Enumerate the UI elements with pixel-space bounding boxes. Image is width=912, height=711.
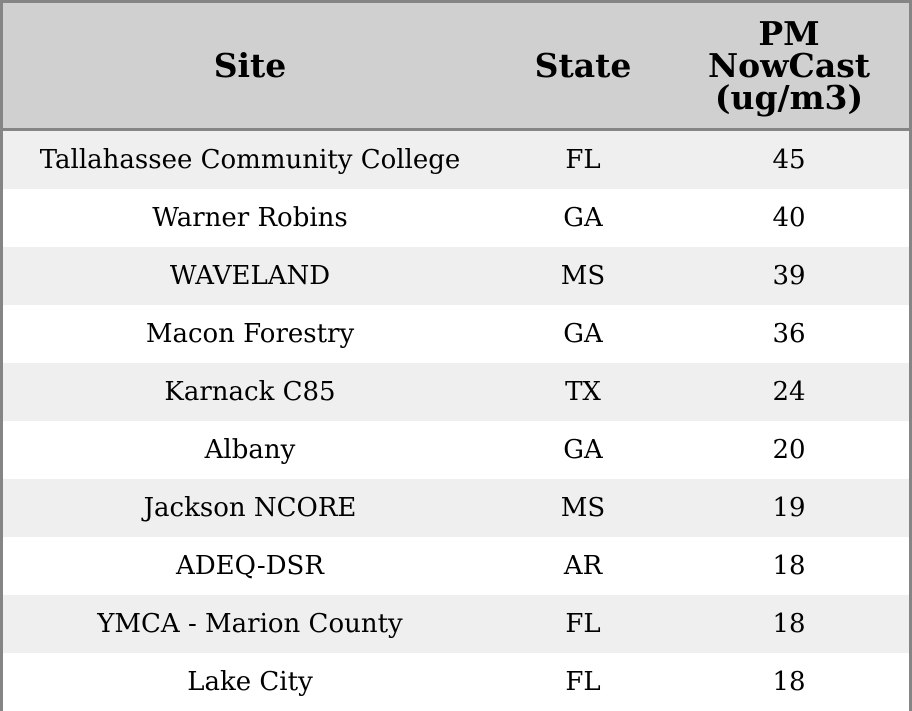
cell-site: Karnack C85 <box>3 363 497 421</box>
table-row: Karnack C85 TX 24 <box>3 363 909 421</box>
cell-state: GA <box>497 189 669 247</box>
table-row: Jackson NCORE MS 19 <box>3 479 909 537</box>
table-row: Warner Robins GA 40 <box>3 189 909 247</box>
cell-site: Albany <box>3 421 497 479</box>
table-row: YMCA - Marion County FL 18 <box>3 595 909 653</box>
cell-state: GA <box>497 421 669 479</box>
cell-state: TX <box>497 363 669 421</box>
cell-pm-nowcast: 40 <box>669 189 909 247</box>
cell-site: Tallahassee Community College <box>3 129 497 189</box>
table-row: ADEQ-DSR AR 18 <box>3 537 909 595</box>
table-header: Site State PM NowCast (ug/m3) <box>3 3 909 131</box>
cell-state: MS <box>497 479 669 537</box>
cell-pm-nowcast: 39 <box>669 247 909 305</box>
column-header-site: Site <box>3 3 497 131</box>
cell-pm-nowcast: 36 <box>669 305 909 363</box>
table-row: Macon Forestry GA 36 <box>3 305 909 363</box>
cell-state: FL <box>497 129 669 189</box>
table-body: Tallahassee Community College FL 45 Warner … <box>3 129 909 711</box>
cell-state: FL <box>497 653 669 711</box>
cell-site: ADEQ-DSR <box>3 537 497 595</box>
cell-state: GA <box>497 305 669 363</box>
cell-pm-nowcast: 45 <box>669 129 909 189</box>
column-header-state: State <box>497 3 669 131</box>
cell-pm-nowcast: 19 <box>669 479 909 537</box>
header-row: Site State PM NowCast (ug/m3) <box>3 3 909 131</box>
table-row: Lake City FL 18 <box>3 653 909 711</box>
cell-site: Macon Forestry <box>3 305 497 363</box>
pm-nowcast-table: Site State PM NowCast (ug/m3) Tallahasse… <box>3 3 909 711</box>
cell-state: AR <box>497 537 669 595</box>
cell-site: YMCA - Marion County <box>3 595 497 653</box>
column-header-pm-nowcast: PM NowCast (ug/m3) <box>669 3 909 131</box>
cell-pm-nowcast: 20 <box>669 421 909 479</box>
cell-pm-nowcast: 18 <box>669 537 909 595</box>
cell-state: MS <box>497 247 669 305</box>
cell-pm-nowcast: 18 <box>669 653 909 711</box>
cell-site: Warner Robins <box>3 189 497 247</box>
table-row: Albany GA 20 <box>3 421 909 479</box>
table-row: WAVELAND MS 39 <box>3 247 909 305</box>
table-row: Tallahassee Community College FL 45 <box>3 129 909 189</box>
cell-site: Lake City <box>3 653 497 711</box>
cell-site: WAVELAND <box>3 247 497 305</box>
cell-pm-nowcast: 18 <box>669 595 909 653</box>
cell-site: Jackson NCORE <box>3 479 497 537</box>
cell-state: FL <box>497 595 669 653</box>
column-header-pm-nowcast-label: PM NowCast (ug/m3) <box>707 13 871 117</box>
cell-pm-nowcast: 24 <box>669 363 909 421</box>
